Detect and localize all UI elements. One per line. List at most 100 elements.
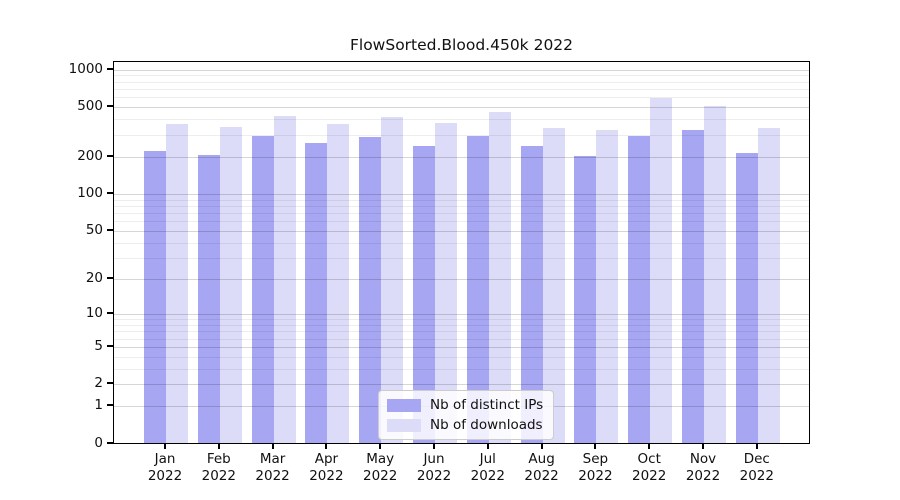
y-tick-0 [107, 442, 113, 444]
x-tick-label-may: May 2022 [363, 451, 398, 484]
x-tick-dec [755, 444, 758, 449]
gridline-100 [114, 193, 809, 195]
x-tick-label-dec: Dec 2022 [739, 451, 774, 484]
x-tick-jan [164, 444, 166, 449]
y-tick-label-100: 100 [77, 184, 103, 201]
bar-ips-mar [251, 136, 274, 443]
bar-downloads-jan [166, 123, 188, 443]
bar-downloads-mar [273, 115, 296, 443]
x-tick-label-sep: Sep 2022 [578, 451, 613, 484]
bar-ips-sep [574, 155, 597, 443]
bar-downloads-sep [596, 130, 619, 443]
x-tick-label-apr: Apr 2022 [309, 451, 344, 484]
gridline-90 [114, 199, 809, 201]
legend-label-downloads: Nb of downloads [430, 417, 543, 433]
gridline-80 [114, 205, 809, 207]
chart-title: FlowSorted.Blood.450k 2022 [349, 36, 574, 54]
x-tick-jun [433, 444, 435, 449]
gridline-300 [114, 134, 809, 136]
bar-ips-feb [197, 154, 220, 443]
y-tick-20 [107, 277, 113, 279]
bar-ips-dec [735, 152, 758, 443]
x-tick-mar [271, 444, 274, 449]
x-tick-may [379, 444, 382, 449]
bar-ips-apr [305, 142, 328, 443]
gridline-10 [114, 314, 809, 316]
bar-ips-aug [520, 146, 543, 443]
gridline-20 [114, 279, 809, 280]
gridline-700 [114, 88, 809, 90]
x-tick-aug [540, 444, 543, 449]
gridline-4 [114, 356, 809, 358]
gridline-7 [114, 331, 809, 333]
x-tick-sep [594, 444, 597, 449]
y-tick-2 [107, 382, 113, 385]
x-tick-label-jan: Jan 2022 [147, 451, 183, 484]
bar-ips-nov [682, 130, 704, 443]
gridline-70 [114, 212, 809, 214]
y-tick-label-200: 200 [77, 147, 103, 164]
x-tick-label-jul: Jul 2022 [470, 451, 505, 484]
y-tick-label-500: 500 [77, 98, 103, 115]
x-tick-nov [702, 444, 704, 449]
gridline-200 [114, 156, 809, 158]
x-tick-label-feb: Feb 2022 [201, 451, 236, 484]
gridline-8 [114, 324, 809, 326]
y-tick-200 [107, 154, 113, 157]
y-tick-50 [107, 228, 113, 231]
bar-ips-jul [466, 135, 489, 443]
bar-downloads-jun [435, 122, 457, 443]
legend-item-distinct-ips: Nb of distinct IPs [387, 397, 543, 413]
gridline-5 [114, 346, 809, 348]
gridline-800 [114, 81, 809, 83]
x-tick-jul [486, 444, 489, 449]
gridline-600 [114, 97, 809, 99]
y-tick-label-0: 0 [94, 435, 103, 451]
y-tick-10 [107, 312, 113, 315]
x-tick-label-jun: Jun 2022 [416, 451, 452, 484]
x-tick-label-aug: Aug 2022 [524, 451, 559, 484]
y-tick-label-10: 10 [85, 305, 103, 322]
gridline-40 [114, 242, 809, 244]
gridline-30 [114, 257, 809, 259]
x-tick-oct [648, 444, 651, 449]
y-tick-100 [107, 191, 113, 194]
bar-downloads-may [381, 117, 404, 443]
gridline-2 [114, 384, 809, 386]
bar-ips-may [359, 137, 382, 443]
y-tick-label-1: 1 [94, 397, 103, 414]
bar-ips-jan [144, 150, 166, 443]
y-tick-label-1000: 1000 [68, 60, 103, 77]
y-tick-5 [107, 344, 113, 347]
bar-downloads-aug [542, 127, 565, 443]
bar-downloads-jul [488, 112, 511, 443]
plot-area [113, 61, 810, 444]
bar-ips-oct [628, 136, 651, 443]
y-tick-1000 [107, 67, 113, 70]
y-tick-1 [107, 404, 113, 407]
y-tick-label-50: 50 [85, 221, 103, 238]
x-tick-apr [325, 444, 328, 449]
legend-swatch-distinct-ips [387, 398, 421, 412]
gridline-500 [114, 107, 809, 109]
bar-downloads-dec [757, 128, 780, 443]
y-tick-label-2: 2 [94, 375, 103, 392]
legend-swatch-downloads [387, 418, 421, 432]
gridline-6 [114, 338, 809, 340]
bar-downloads-oct [650, 97, 673, 443]
gridline-900 [114, 75, 809, 77]
x-tick-label-nov: Nov 2022 [685, 451, 721, 484]
y-tick-500 [107, 105, 113, 108]
legend: Nb of distinct IPs Nb of downloads [378, 390, 555, 440]
x-tick-label-oct: Oct 2022 [632, 451, 667, 484]
legend-item-downloads: Nb of downloads [387, 417, 543, 433]
gridline-50 [114, 230, 809, 232]
bar-downloads-apr [327, 124, 350, 443]
legend-label-distinct-ips: Nb of distinct IPs [430, 397, 544, 413]
bar-downloads-feb [219, 126, 242, 443]
gridline-1000 [114, 69, 809, 71]
y-tick-label-5: 5 [94, 337, 103, 354]
gridline-60 [114, 221, 809, 223]
bar-ips-jun [413, 145, 435, 443]
